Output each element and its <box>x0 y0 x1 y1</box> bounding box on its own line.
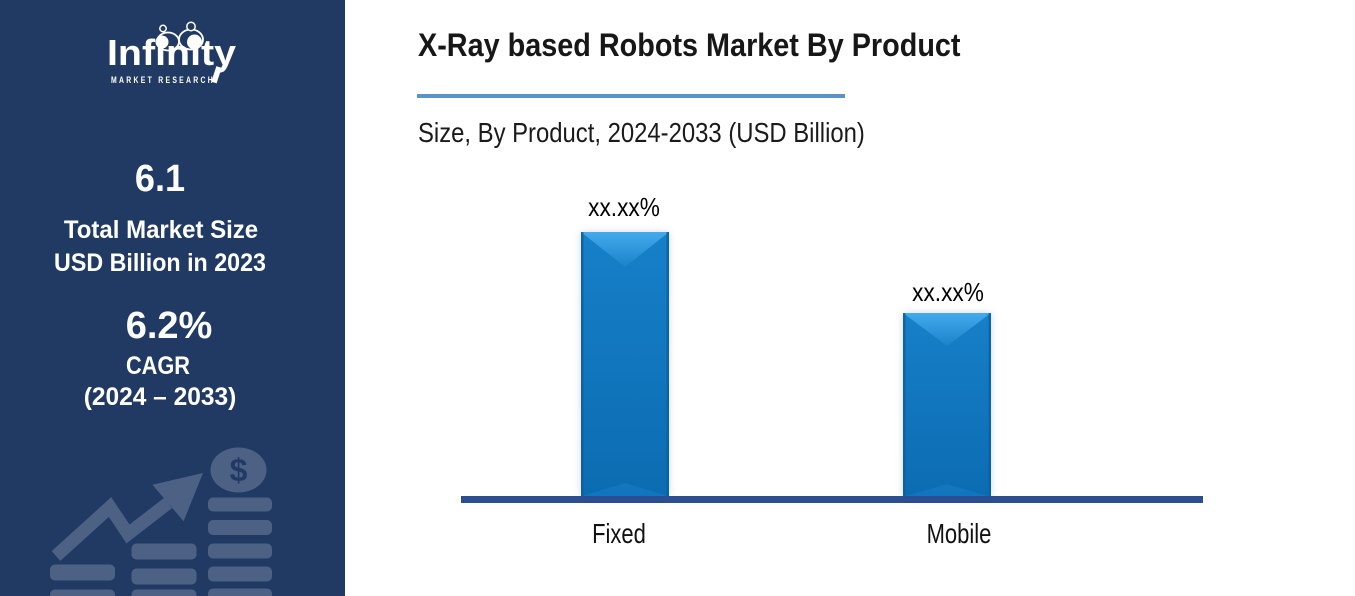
svg-text:Infinity: Infinity <box>107 32 236 73</box>
svg-text:$: $ <box>230 452 248 488</box>
svg-text:MARKET RESEARCH: MARKET RESEARCH <box>111 75 215 85</box>
